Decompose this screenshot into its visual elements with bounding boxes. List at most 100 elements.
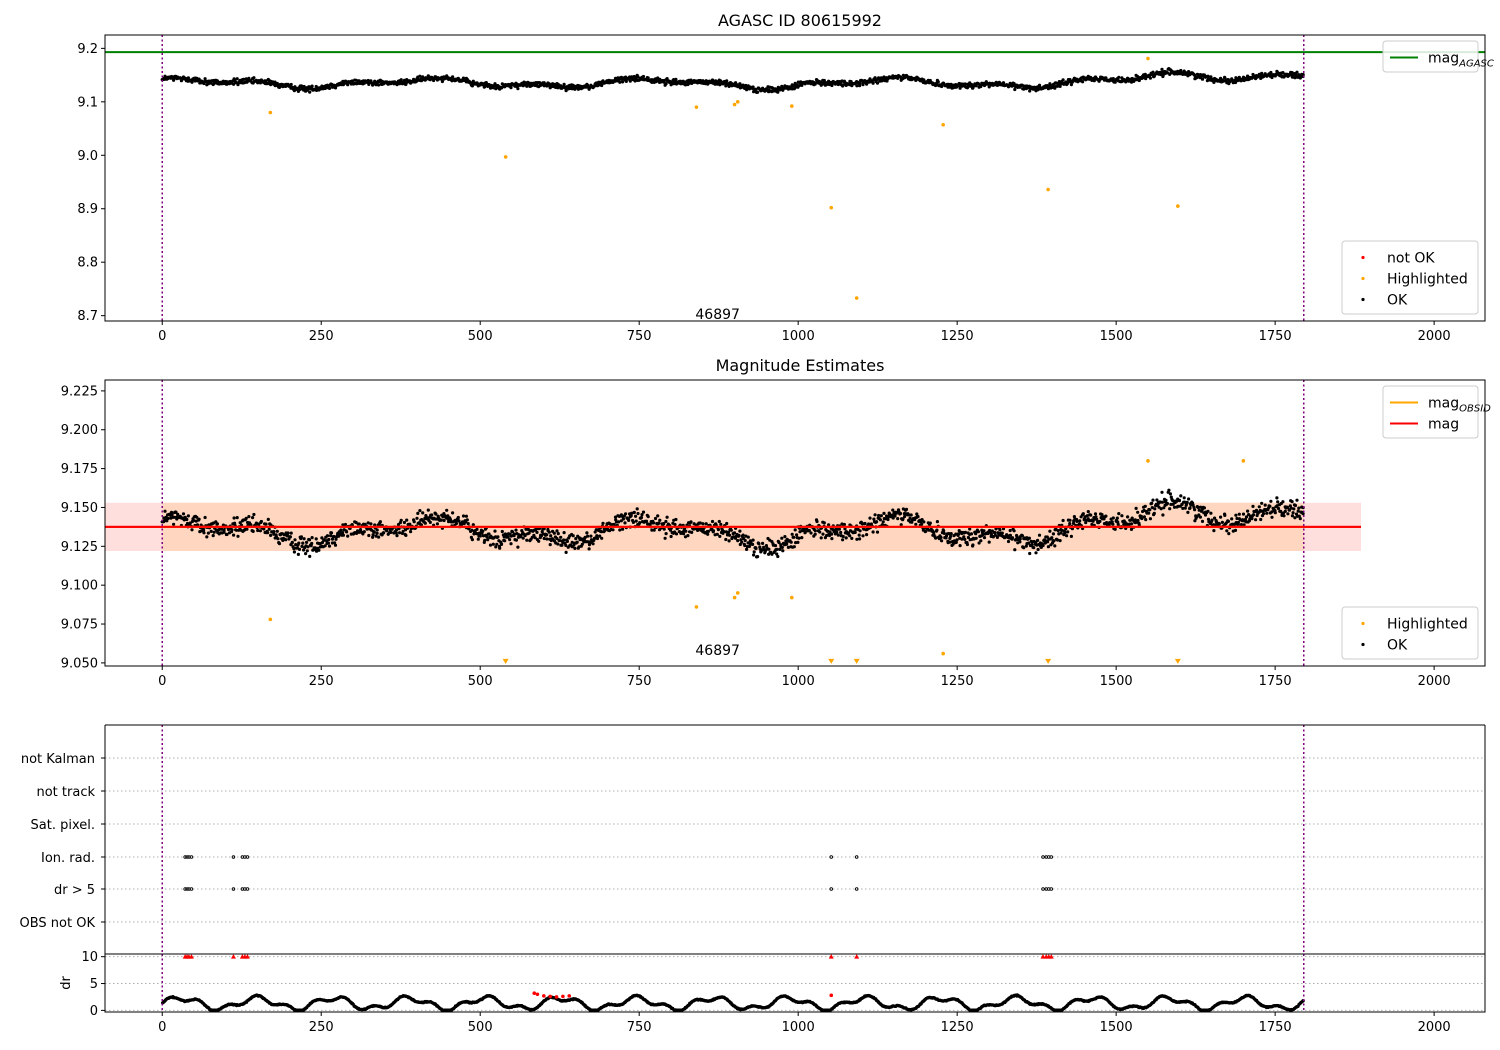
ok-point <box>525 538 529 542</box>
ok-point <box>1263 503 1267 507</box>
ok-point <box>1116 520 1120 524</box>
ok-point <box>1251 504 1255 508</box>
ok-point <box>665 515 669 519</box>
ok-point <box>163 509 167 513</box>
ok-point <box>641 74 646 79</box>
ok-point <box>333 543 338 547</box>
ok-point <box>903 514 907 519</box>
ok-point <box>421 75 425 79</box>
ok-point <box>751 538 755 542</box>
ok-point <box>756 90 760 94</box>
ok-point <box>1187 497 1191 501</box>
ok-point <box>1169 502 1173 506</box>
ok-point <box>235 77 239 81</box>
ok-point <box>367 533 371 538</box>
ok-point <box>783 535 787 539</box>
ok-point <box>1133 518 1137 522</box>
ok-point <box>624 79 628 83</box>
ok-point <box>706 529 711 534</box>
legend-dot-marker <box>1361 297 1365 302</box>
ok-point <box>1050 536 1054 540</box>
ok-point <box>878 518 883 522</box>
ok-point <box>1213 516 1217 520</box>
ok-point <box>1177 498 1182 502</box>
ok-point <box>1022 546 1026 550</box>
ok-point <box>690 530 694 535</box>
legend-label: magAGASC <box>1428 51 1494 70</box>
ok-point <box>904 507 909 511</box>
ok-point <box>1235 516 1239 521</box>
ok-point <box>535 530 539 535</box>
ok-point <box>752 550 756 554</box>
ok-point <box>323 544 327 548</box>
ok-point <box>879 514 883 518</box>
ok-point <box>853 530 857 535</box>
ok-point <box>599 530 604 534</box>
ok-point <box>957 532 961 536</box>
flag-point <box>183 855 187 859</box>
ok-point <box>796 540 800 545</box>
ok-point <box>1147 511 1151 515</box>
ok-point <box>1290 514 1294 518</box>
ok-point <box>1276 506 1281 511</box>
ok-point <box>646 515 650 519</box>
ok-point <box>909 513 913 517</box>
ok-point <box>290 540 294 544</box>
ok-point <box>743 538 747 543</box>
ok-point <box>252 76 256 80</box>
highlighted-point <box>694 605 699 609</box>
ok-point <box>754 88 758 92</box>
ok-point <box>419 523 423 527</box>
ok-point <box>1085 514 1089 518</box>
ok-point <box>728 533 732 537</box>
ok-point <box>1270 75 1274 80</box>
ok-point <box>935 520 940 524</box>
ok-point <box>1090 522 1094 527</box>
highlighted-point <box>790 595 794 600</box>
ok-point <box>1151 498 1155 502</box>
ok-point <box>267 527 271 531</box>
ok-point <box>875 530 880 534</box>
ok-point <box>591 542 595 546</box>
ok-point <box>1239 523 1243 527</box>
ok-point <box>310 84 314 88</box>
ok-point <box>428 520 432 525</box>
ok-point <box>1081 80 1085 84</box>
ok-point <box>738 82 742 86</box>
y-tick-label: 8.8 <box>77 256 98 271</box>
y-tick-label: 9.1 <box>77 95 98 110</box>
ok-point <box>857 533 861 537</box>
ok-point <box>1241 512 1246 516</box>
ok-point <box>1227 532 1231 536</box>
ok-point <box>657 521 661 525</box>
highlighted-point <box>1241 459 1246 463</box>
ok-points <box>160 488 1305 559</box>
ok-point <box>738 529 742 533</box>
ok-point <box>496 535 500 539</box>
ok-point <box>634 519 638 523</box>
ok-point <box>844 536 848 540</box>
ok-point <box>297 547 302 552</box>
ok-point <box>931 530 936 534</box>
ok-point <box>1068 522 1072 526</box>
ok-point <box>343 522 348 527</box>
ok-point <box>725 521 729 526</box>
ok-point <box>327 537 331 542</box>
ok-point <box>1165 71 1169 75</box>
ok-point <box>325 534 330 538</box>
ok-point <box>395 83 399 87</box>
ok-point <box>580 542 584 546</box>
ok-point <box>272 530 276 534</box>
ok-point <box>487 532 491 536</box>
ok-point <box>421 511 425 515</box>
ok-point <box>542 527 546 531</box>
flag-row-label: OBS not OK <box>20 916 96 931</box>
x-tick-label: 500 <box>468 674 493 689</box>
ok-point <box>190 528 194 532</box>
ok-point <box>949 534 953 539</box>
ok-point <box>1209 511 1213 515</box>
ok-point <box>1285 505 1290 509</box>
ok-point <box>920 522 924 527</box>
ok-point <box>1046 540 1050 544</box>
ok-point <box>1091 519 1095 523</box>
